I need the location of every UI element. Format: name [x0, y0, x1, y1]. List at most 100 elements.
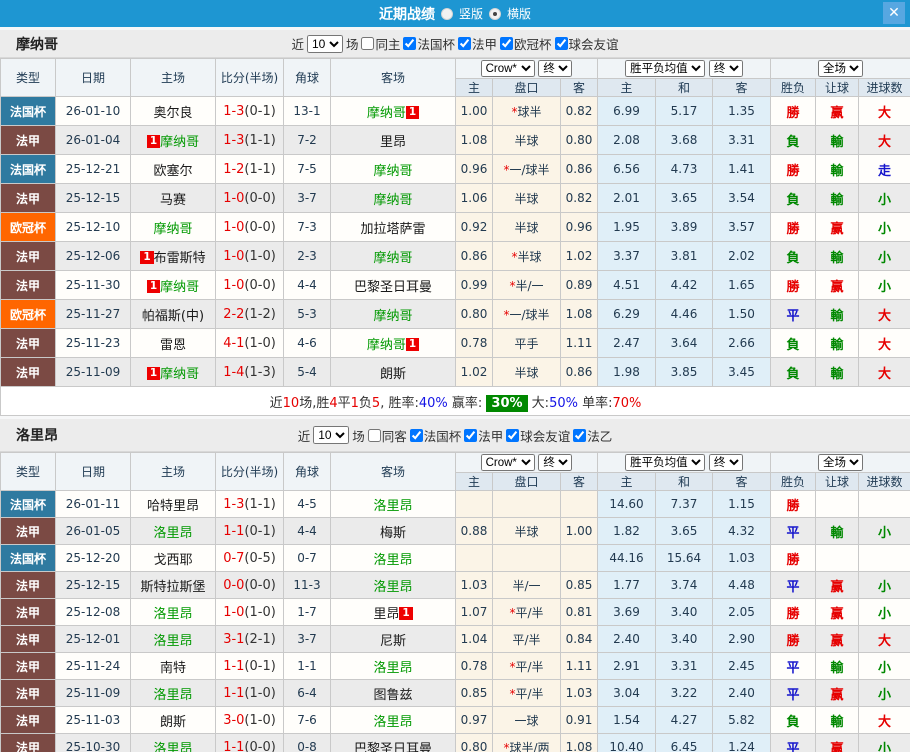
scope-select[interactable]: 全场 — [818, 454, 864, 471]
home-team: 1 摩纳哥 — [130, 357, 216, 387]
match-score: 0-0(0-0) — [215, 571, 284, 599]
avg-away: 1.35 — [712, 96, 772, 126]
match-score: 4-1(1-0) — [215, 328, 284, 358]
layout-radio-vertical[interactable]: 竖版 — [440, 5, 483, 22]
match-date: 25-12-20 — [55, 544, 131, 572]
avg-home: 3.69 — [597, 598, 657, 626]
avg-away: 1.65 — [712, 270, 772, 300]
col-handicap: 盘口 — [492, 472, 561, 491]
odds-home — [455, 490, 493, 518]
radio-icon-horizontal[interactable] — [489, 7, 501, 20]
league-filter[interactable]: 球会友谊 — [506, 426, 570, 445]
match-row: 法甲 26-01-05 洛里昂 1-1(0-1) 4-4 梅斯 0.88 半球 … — [0, 517, 910, 545]
result-handicap: 輸 — [815, 652, 860, 680]
match-date: 25-11-09 — [55, 357, 131, 387]
avg-group: 胜平负均值 终 — [597, 58, 772, 79]
layout-radio-horizontal[interactable]: 横版 — [489, 5, 531, 22]
match-score: 1-3(1-1) — [215, 125, 284, 155]
avg-home: 2.91 — [597, 652, 657, 680]
league-filter[interactable]: 法乙 — [573, 426, 612, 445]
match-row: 法国杯 25-12-20 戈西耶 0-7(0-5) 0-7 洛里昂 44.16 … — [0, 544, 910, 572]
match-date: 25-12-01 — [55, 625, 131, 653]
away-team: 摩纳哥 1 — [330, 328, 456, 358]
home-team: 1 摩纳哥 — [130, 125, 216, 155]
league-filter[interactable]: 法甲 — [464, 426, 503, 445]
match-row: 法甲 25-12-15 斯特拉斯堡 0-0(0-0) 11-3 洛里昂 1.03… — [0, 571, 910, 599]
matches-body: 法国杯 26-01-11 哈特里昂 1-3(1-1) 4-5 洛里昂 14.60… — [0, 490, 910, 752]
match-type-badge: 法甲 — [0, 241, 56, 271]
away-team: 巴黎圣日耳曼 — [330, 270, 456, 300]
match-score: 2-2(1-2) — [215, 299, 284, 329]
match-date: 25-12-06 — [55, 241, 131, 271]
home-team: 斯特拉斯堡 — [130, 571, 216, 599]
avg-final-select[interactable]: 终 — [708, 60, 743, 77]
match-score: 1-1(0-1) — [215, 517, 284, 545]
avg-draw: 4.42 — [655, 270, 714, 300]
scope-select[interactable]: 全场 — [818, 60, 864, 77]
close-icon[interactable]: ✕ — [883, 2, 905, 24]
match-row: 法甲 25-10-30 洛里昂 1-1(0-0) 0-8 巴黎圣日耳曼 0.80… — [0, 733, 910, 752]
radio-icon-vertical[interactable] — [440, 7, 453, 20]
avg-home: 6.99 — [597, 96, 657, 126]
odds-source-select[interactable]: Crow* — [480, 454, 535, 471]
result-goals: 小 — [858, 183, 910, 213]
home-team: 戈西耶 — [130, 544, 216, 572]
avg-source-select[interactable]: 胜平负均值 — [625, 454, 706, 471]
odds-handicap: *平/半 — [492, 598, 561, 626]
league-filter[interactable]: 法国杯 — [409, 426, 461, 445]
same-venue-filter[interactable]: 同主 — [361, 34, 400, 53]
avg-final-select[interactable]: 终 — [708, 454, 743, 471]
match-count-select[interactable]: 10 — [313, 426, 350, 444]
corner-count: 1-1 — [283, 652, 331, 680]
odds-handicap: 平/半 — [492, 625, 561, 653]
match-date: 26-01-04 — [55, 125, 131, 155]
match-score: 1-3(0-1) — [215, 96, 284, 126]
odds-source-select[interactable]: Crow* — [480, 60, 535, 77]
match-score: 1-3(1-1) — [215, 490, 284, 518]
result-wdl: 勝 — [770, 212, 817, 242]
result-goals: 小 — [858, 733, 910, 752]
home-team: 帕福斯(中) — [130, 299, 216, 329]
match-score: 1-2(1-1) — [215, 154, 284, 184]
league-filter[interactable]: 法甲 — [458, 34, 497, 53]
corner-count: 13-1 — [283, 96, 331, 126]
home-team: 南特 — [130, 652, 216, 680]
result-wdl: 平 — [770, 517, 817, 545]
odds-away: 0.85 — [559, 571, 599, 599]
away-team: 图鲁兹 — [330, 679, 456, 707]
match-row: 法国杯 26-01-10 奥尔良 1-3(0-1) 13-1 摩纳哥 1 1.00… — [0, 96, 910, 126]
away-team: 梅斯 — [330, 517, 456, 545]
corner-count: 7-2 — [283, 125, 331, 155]
avg-home: 44.16 — [597, 544, 657, 572]
league-filter[interactable]: 欧冠杯 — [500, 34, 552, 53]
match-row: 法甲 26-01-04 1 摩纳哥 1-3(1-1) 7-2 里昂 1.08 半球… — [0, 125, 910, 155]
home-team: 雷恩 — [130, 328, 216, 358]
home-team: 1 摩纳哥 — [130, 270, 216, 300]
col-avg-home: 主 — [597, 472, 657, 491]
red-card-badge: 1 — [146, 279, 161, 293]
league-filter[interactable]: 法国杯 — [403, 34, 455, 53]
result-wdl: 勝 — [770, 96, 817, 126]
avg-source-select[interactable]: 胜平负均值 — [625, 60, 706, 77]
col-handicap: 盘口 — [492, 78, 561, 97]
match-date: 26-01-10 — [55, 96, 131, 126]
match-row: 法甲 25-12-08 洛里昂 1-0(1-0) 1-7 里昂 1 1.07 *平… — [0, 598, 910, 626]
away-team: 摩纳哥 — [330, 183, 456, 213]
home-team: 朗斯 — [130, 706, 216, 734]
match-type-badge: 欧冠杯 — [0, 299, 56, 329]
result-handicap: 赢 — [815, 598, 860, 626]
same-venue-filter[interactable]: 同客 — [367, 426, 407, 445]
match-count-select[interactable]: 10 — [306, 34, 343, 53]
col-date: 日期 — [55, 58, 131, 97]
avg-away: 2.66 — [712, 328, 772, 358]
odds-away: 0.82 — [559, 96, 599, 126]
result-handicap: 輸 — [815, 154, 860, 184]
odds-final-select[interactable]: 终 — [538, 60, 573, 77]
odds-handicap — [492, 490, 561, 518]
match-date: 25-12-15 — [55, 183, 131, 213]
odds-final-select[interactable]: 终 — [538, 454, 573, 471]
league-filter[interactable]: 球会友谊 — [554, 34, 619, 53]
match-score: 1-0(0-0) — [215, 212, 284, 242]
result-goals: 小 — [858, 571, 910, 599]
avg-home: 1.82 — [597, 517, 657, 545]
